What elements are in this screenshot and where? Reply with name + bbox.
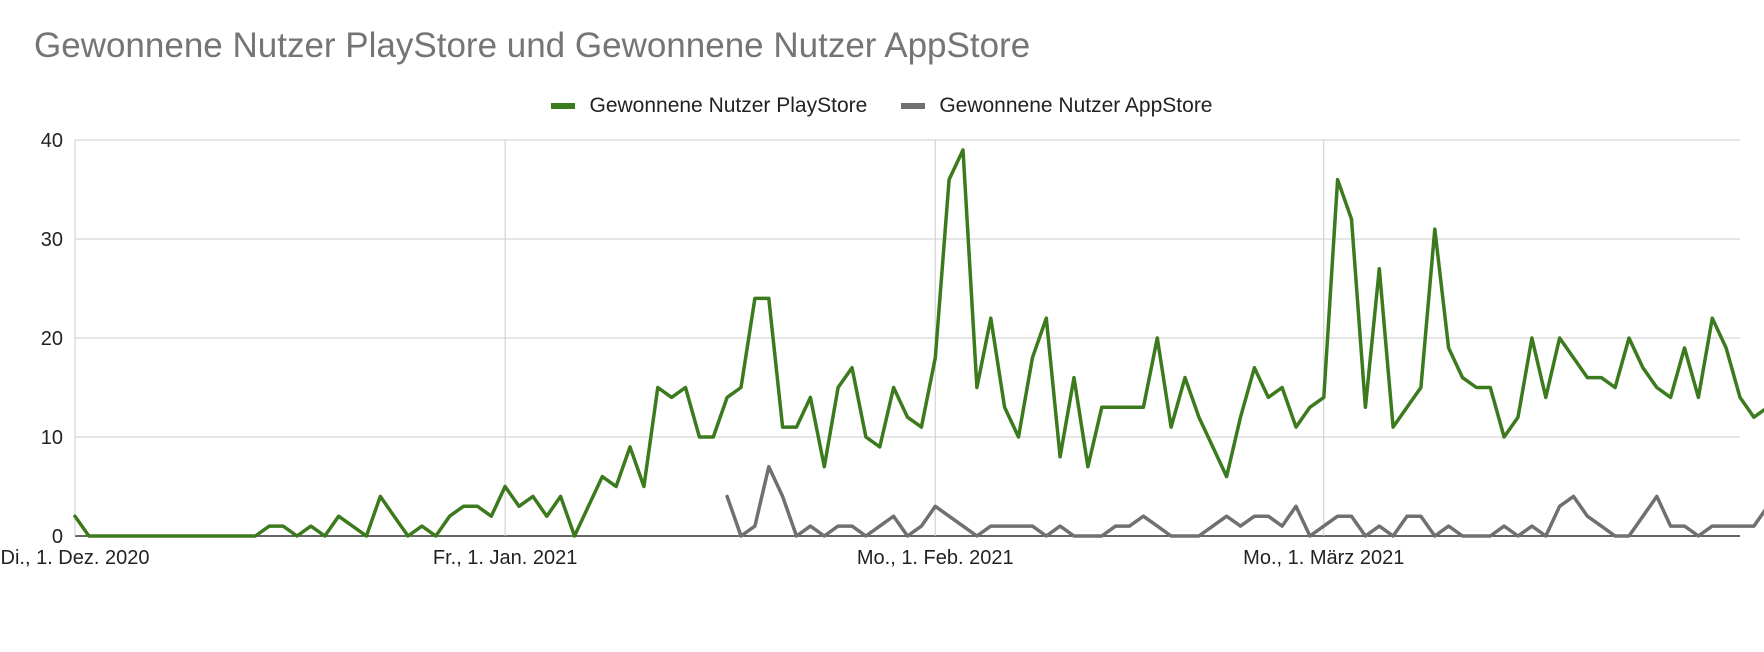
chart-title: Gewonnene Nutzer PlayStore und Gewonnene…: [34, 26, 1031, 65]
x-tick-label: Fr., 1. Jan. 2021: [433, 547, 578, 569]
legend-label-appstore: Gewonnene Nutzer AppStore: [939, 94, 1213, 117]
legend-item-playstore[interactable]: Gewonnene Nutzer PlayStore: [551, 94, 867, 118]
y-tick-label: 30: [41, 229, 63, 251]
series-line-playstore: [73, 148, 1764, 538]
legend-label-playstore: Gewonnene Nutzer PlayStore: [589, 94, 868, 117]
legend: Gewonnene Nutzer PlayStore Gewonnene Nut…: [0, 94, 1764, 118]
legend-swatch-playstore: [551, 103, 576, 109]
legend-item-appstore[interactable]: Gewonnene Nutzer AppStore: [901, 94, 1213, 118]
x-tick-label: Mo., 1. Feb. 2021: [857, 547, 1014, 569]
x-tick-label: Di., 1. Dez. 2020: [1, 547, 150, 569]
legend-swatch-appstore: [901, 103, 926, 109]
y-tick-label: 0: [52, 526, 63, 548]
y-tick-label: 40: [41, 130, 63, 152]
y-tick-label: 20: [41, 328, 63, 350]
x-tick-label: Mo., 1. März 2021: [1243, 547, 1404, 569]
y-tick-label: 10: [41, 427, 63, 449]
series-line-appstore: [725, 464, 1764, 538]
